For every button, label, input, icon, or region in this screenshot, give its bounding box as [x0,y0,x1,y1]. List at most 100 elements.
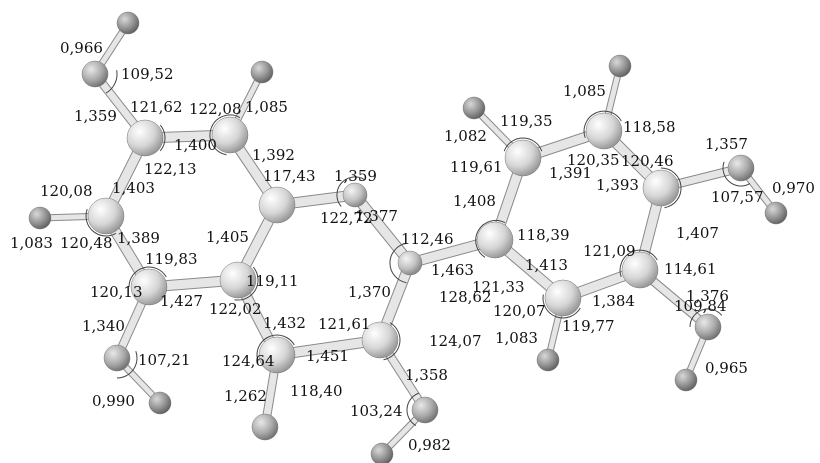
atoms-layer [28,11,788,463]
atom-C4 [87,197,125,235]
angle-arc [256,334,295,359]
measurement-label: 1,359 [334,167,377,185]
measurement-label: 112,46 [401,230,454,248]
angle-arc [689,308,723,328]
angle-arc [619,249,658,277]
measurement-label: 1,400 [174,136,217,154]
measurement-label: 120,46 [621,152,674,170]
atom-N2 [397,250,423,276]
angle-arc [159,124,166,152]
atom-C11 [585,112,623,150]
angle-arc [105,70,118,94]
angle-arc [542,294,581,319]
atom-H10 [536,348,560,372]
measurement-label: 121,09 [583,242,636,260]
atom-C12 [642,169,680,207]
measurement-label: 1,085 [563,82,606,100]
measurement-label: 1,358 [405,366,448,384]
atom-H7 [608,54,632,78]
measurement-label: 103,24 [350,402,403,420]
measurement-label: 122,72 [320,209,373,227]
angle-arc [660,167,682,209]
measurement-label: 1,083 [10,234,53,252]
measurement-label: 0,990 [92,392,135,410]
measurement-label: 122,02 [209,300,262,318]
measurement-label: 1,082 [444,127,487,145]
angle-arc [85,209,117,237]
atom-O6 [694,313,722,341]
measurement-label: 119,35 [500,112,553,130]
angle-arc [209,114,241,156]
measurement-label: 120,35 [567,151,620,169]
measurement-label: 117,43 [263,167,316,185]
measurement-label: 107,57 [711,188,764,206]
measurement-label: 1,408 [453,192,496,210]
measurement-label: 128,62 [439,288,492,306]
angle-arcs-layer [85,70,751,427]
atom-C1 [126,119,164,157]
measurement-label: 120,48 [60,234,113,252]
measurement-label: 1,413 [525,256,568,274]
measurement-label: 118,39 [517,226,570,244]
atom-H4 [148,391,172,415]
measurement-label: 121,33 [472,278,525,296]
atom-H6 [462,96,486,120]
measurement-label: 1,389 [117,229,160,247]
angle-arc [406,392,419,427]
angle-arc [389,242,407,284]
measurement-label: 1,359 [74,107,117,125]
measurement-label: 1,407 [676,224,719,242]
measurement-label: 107,21 [138,351,191,369]
measurement-label: 1,451 [306,347,349,365]
measurement-label: 1,357 [705,135,748,153]
measurement-label: 1,384 [592,292,635,310]
angle-arc [503,137,543,152]
atom-H2 [250,60,274,84]
atom-C3 [258,186,296,224]
measurement-label: 1,463 [431,261,474,279]
measurement-label: 1,432 [263,314,306,332]
atom-C5 [130,268,168,306]
angle-arc [722,161,751,187]
measurement-label: 1,340 [82,317,125,335]
measurement-label: 119,61 [450,158,503,176]
measurement-label: 120,13 [90,283,143,301]
measurement-label: 118,40 [290,382,343,400]
measurement-label: 1,393 [596,176,639,194]
angle-arc [475,219,506,258]
measurement-label: 120,08 [40,182,93,200]
measurement-label: 1,391 [549,164,592,182]
measurement-label: 124,64 [222,352,275,370]
measurement-label: 114,61 [664,260,717,278]
measurement-label: 0,966 [60,39,103,57]
measurement-label: 109,52 [121,65,174,83]
atom-H8 [764,201,788,225]
atom-H1 [116,11,140,35]
atom-C14 [544,279,582,317]
atom-C2 [211,116,249,154]
measurement-label: 109,84 [674,297,727,315]
measurement-label: 1,262 [224,387,267,405]
atom-C6 [219,261,257,299]
atom-N1 [342,182,368,208]
atom-O5 [727,154,755,182]
measurement-label: 1,405 [206,228,249,246]
angle-arc [336,176,365,207]
atom-C9 [476,221,514,259]
measurement-label: 1,392 [252,146,295,164]
measurement-label: 0,965 [705,359,748,377]
atom-O1 [81,60,109,88]
measurement-label: 1,403 [112,179,155,197]
measurement-label: 118,58 [623,118,676,136]
measurement-label: 0,982 [408,436,451,454]
atom-C10 [504,139,542,177]
measurement-label: 1,377 [355,207,398,225]
measurement-label: 1,376 [686,287,729,305]
atom-H5 [370,442,394,463]
measurement-label: 124,07 [429,332,482,350]
atom-O3 [251,413,279,441]
atom-H3 [28,206,52,230]
